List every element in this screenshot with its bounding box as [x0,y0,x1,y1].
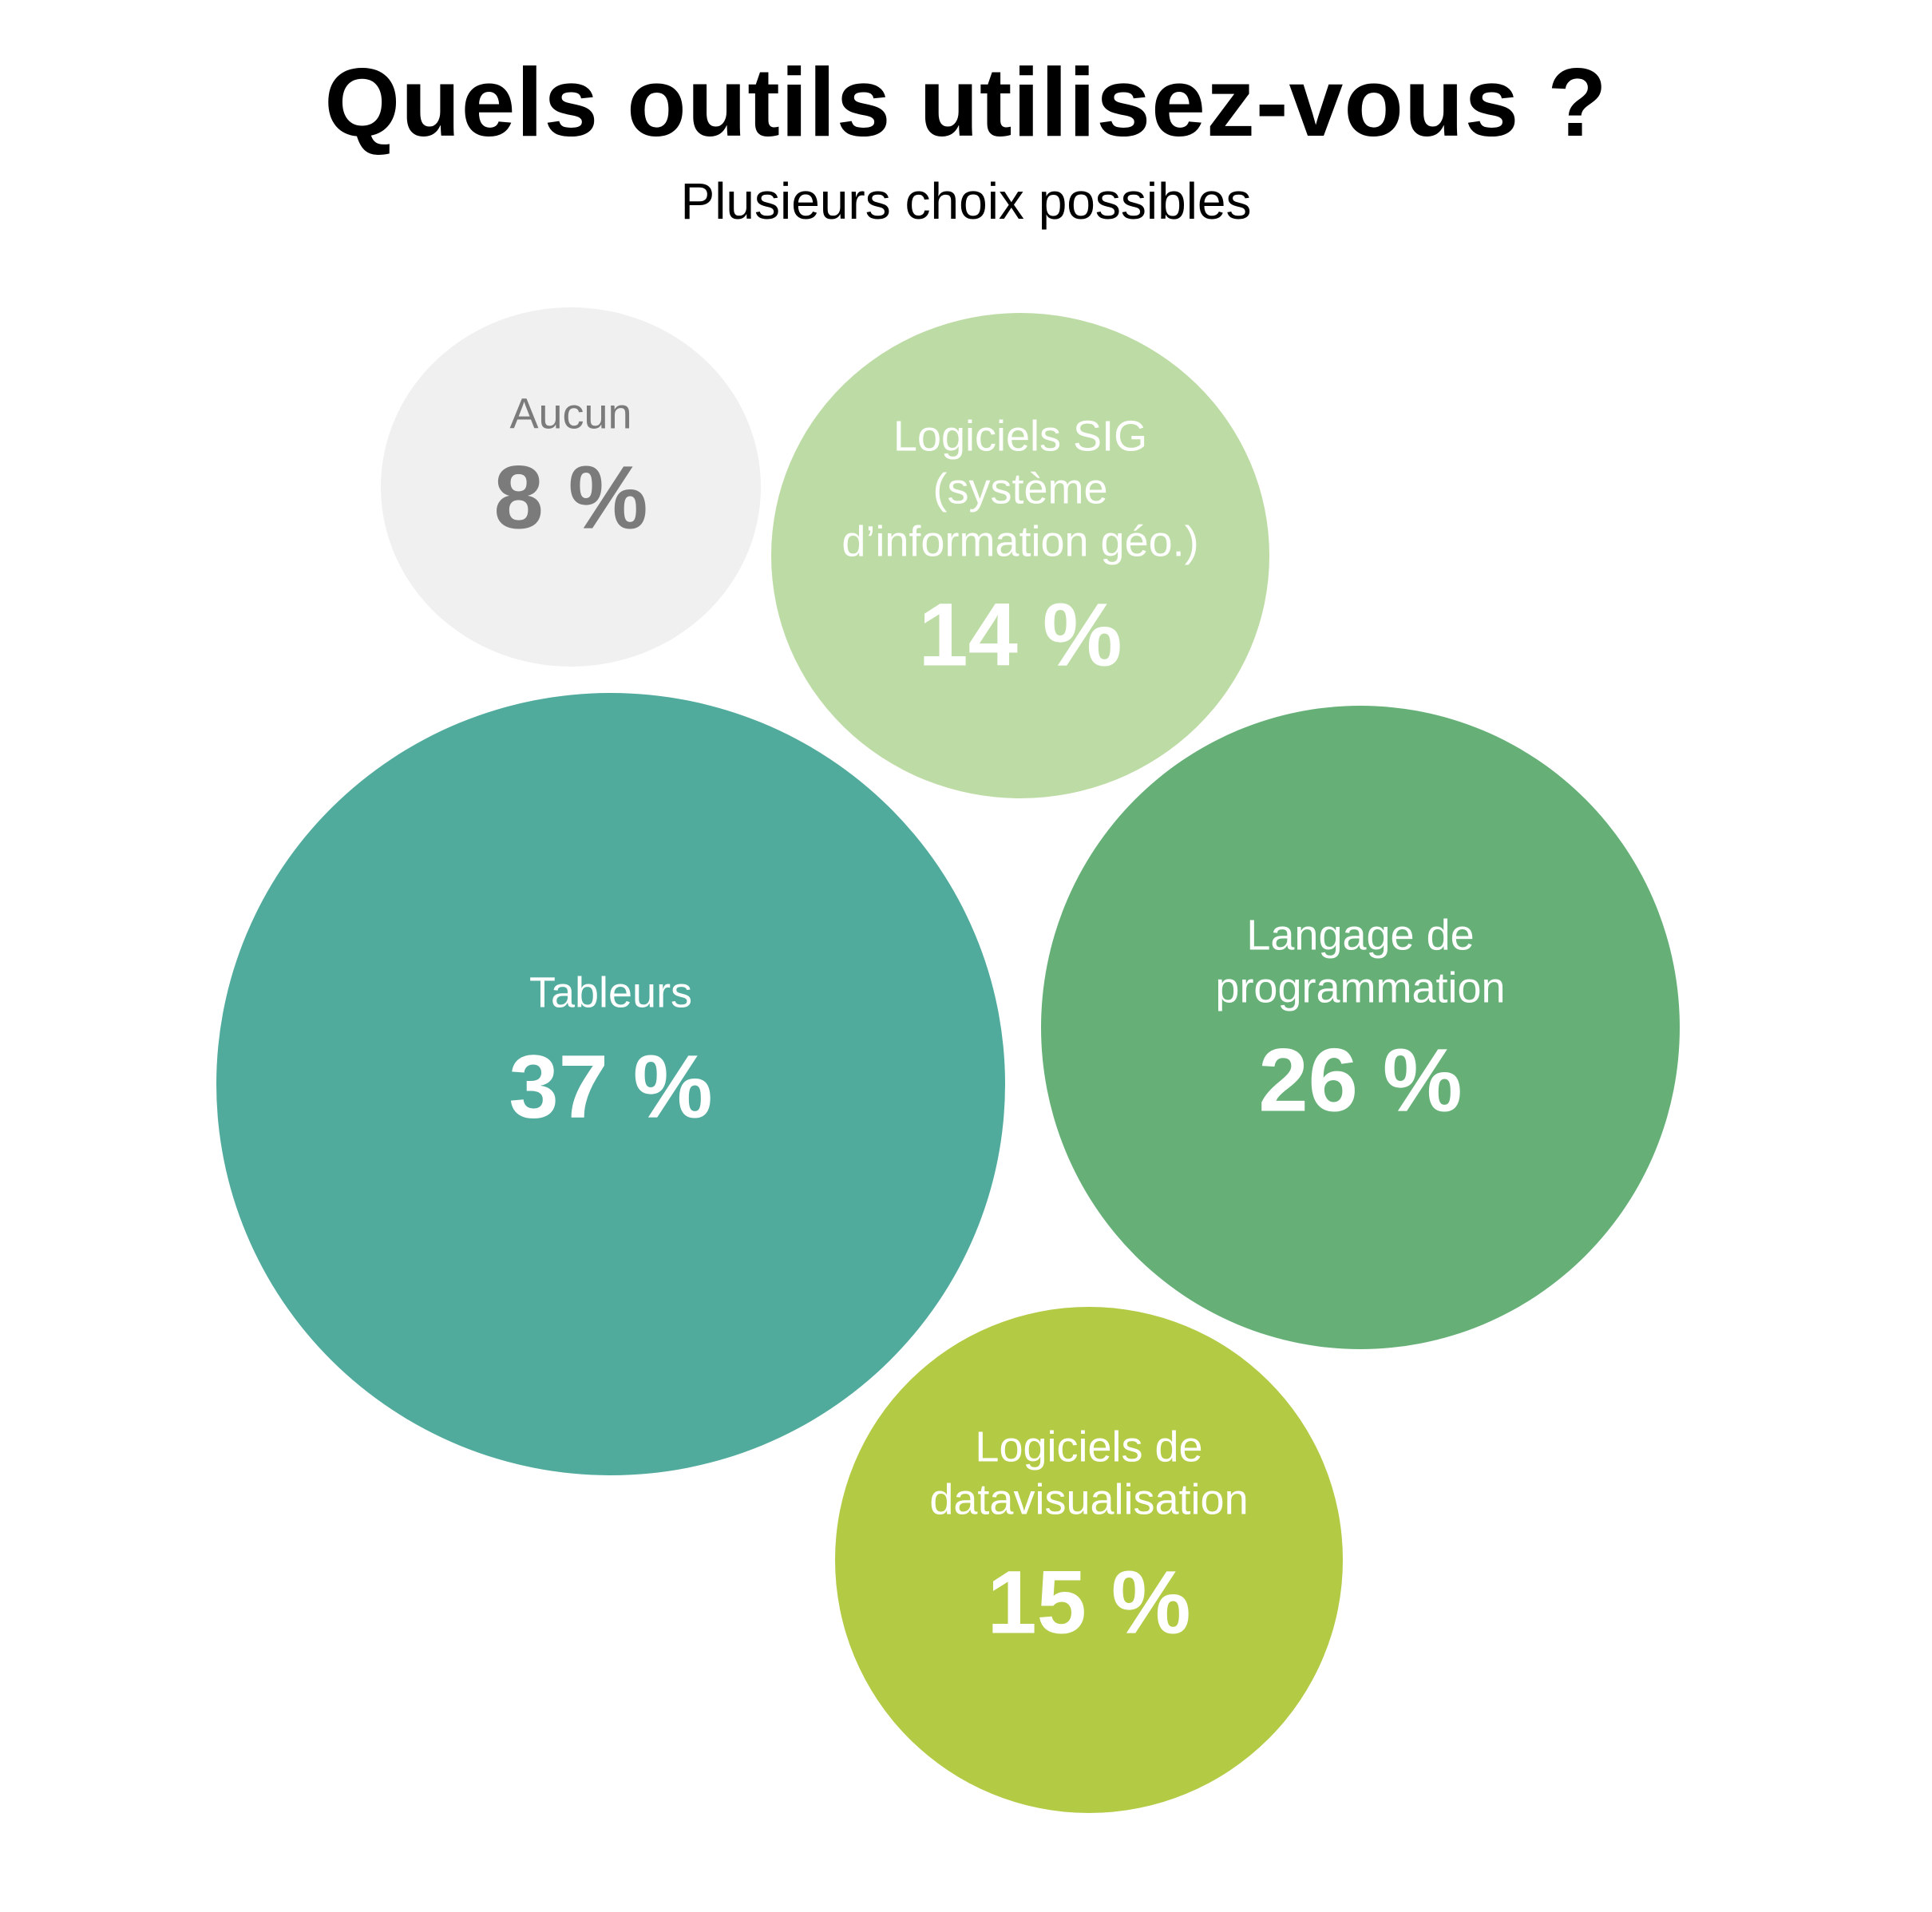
bubble-sig-label-line-1: Logiciels SIG [893,412,1147,460]
bubble-tableurs-value: 37 % [509,1037,712,1137]
bubble-aucun-label-line-1: Aucun [509,390,631,437]
bubble-programmation-label-line-1: Langage de [1246,911,1474,959]
bubble-programmation-label-line-2: programmation [1215,964,1505,1011]
bubble-aucun-circle [381,307,761,667]
bubble-dataviz-label-line-1: Logiciels de [975,1423,1202,1471]
bubble-programmation-circle [1041,706,1680,1349]
bubble-sig-label-line-2: (système [932,465,1107,513]
bubble-aucun-value: 8 % [494,448,648,548]
chart-title: Quels outils utilisez-vous ? [324,48,1608,156]
bubble-tableurs-circle [216,693,1005,1475]
bubble-sig-value: 14 % [918,585,1122,685]
bubble-dataviz-value: 15 % [987,1553,1190,1653]
bubble-sig-circle [771,313,1269,798]
bubble-dataviz-circle [835,1307,1343,1813]
bubble-tableurs: Tableurs 37 % [216,693,1005,1475]
bubble-programmation-value: 26 % [1258,1031,1462,1130]
bubble-aucun: Aucun 8 % [381,307,761,667]
bubble-sig-label-line-3: d’information géo.) [841,517,1198,565]
bubble-tableurs-label-line-1: Tableurs [529,968,692,1016]
bubble-dataviz-label-line-2: datavisualisation [929,1475,1248,1523]
bubble-programmation: Langage de programmation 26 % [1041,706,1680,1349]
chart-subtitle: Plusieurs choix possibles [680,172,1252,230]
